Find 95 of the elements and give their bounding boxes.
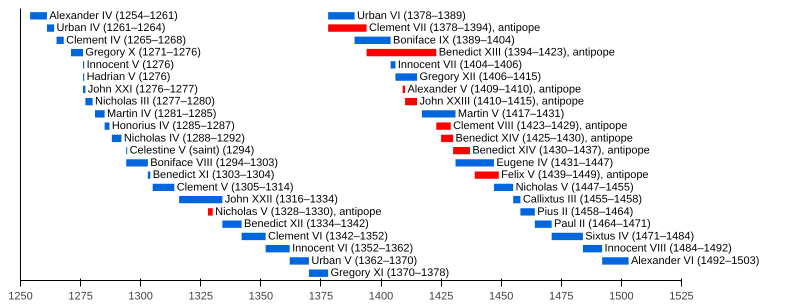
bar (453, 146, 470, 154)
data-label: Clement VIII (1423–1429), antipope (453, 120, 628, 132)
x-tick-label: 1350 (248, 290, 274, 302)
data-label: Benedict XI (1303–1304) (152, 169, 274, 182)
data-label: Gregory X (1271–1276) (85, 46, 201, 59)
bar (328, 12, 355, 20)
data-label: Felix V (1439–1449), antipope (501, 169, 649, 182)
data-label: Benedict XIII (1394–1423), antipope (438, 46, 615, 59)
x-tick-label: 1275 (68, 290, 93, 302)
data-label: Clement VI (1342–1352) (268, 230, 388, 242)
bar (46, 24, 54, 32)
data-label: Callixtus III (1455–1458) (522, 194, 642, 206)
bar (222, 220, 242, 228)
data-label: Boniface IX (1389–1404) (393, 34, 515, 46)
x-tick-label: 1500 (609, 290, 634, 302)
data-label: Clement IV (1265–1268) (66, 34, 186, 46)
bar (390, 61, 396, 69)
bar (513, 196, 520, 204)
x-tick-label: 1425 (428, 290, 454, 302)
x-tick-label: 1400 (368, 290, 394, 302)
data-label: Nicholas V (1328–1330), antipope (215, 206, 382, 218)
data-label: Clement VII (1378–1394), antipope (369, 22, 540, 34)
data-label: Benedict XIV (1425–1430), antipope (456, 132, 633, 144)
bar (328, 24, 367, 32)
bar (70, 48, 83, 56)
bar (474, 171, 499, 179)
data-label: Pius II (1458–1464) (537, 206, 634, 218)
bar (395, 73, 418, 81)
data-label: Benedict XII (1334–1342) (244, 218, 369, 230)
data-label: Martin V (1417–1431) (458, 108, 564, 120)
data-label: Martin IV (1281–1285) (107, 108, 216, 120)
bar (112, 134, 122, 142)
bar (552, 232, 583, 240)
x-tick-label: 1525 (669, 290, 694, 302)
data-label: Benedict XIV (1430–1437), antipope (472, 144, 650, 157)
bar (402, 86, 406, 94)
bar (441, 134, 454, 142)
bar (242, 232, 266, 240)
data-label: Boniface VIII (1294–1303) (150, 156, 278, 169)
bar (436, 122, 451, 130)
data-label: Alexander IV (1254–1261) (49, 10, 178, 22)
data-label: Innocent VII (1404–1406) (398, 58, 522, 71)
bar (290, 257, 309, 265)
bar (422, 110, 456, 118)
bar (582, 244, 602, 252)
data-label: Alexander VI (1492–1503) (630, 254, 760, 267)
bar (520, 208, 535, 216)
data-label: John XXI (1276–1277) (88, 83, 198, 96)
bar (494, 184, 514, 192)
data-label: Urban IV (1261–1264) (56, 22, 166, 34)
x-tick-label: 1475 (549, 290, 574, 302)
bar (208, 208, 213, 216)
data-label: Clement V (1305–1314) (176, 181, 294, 194)
data-label: Innocent VI (1352–1362) (292, 242, 414, 255)
data-label: Innocent VIII (1484–1492) (604, 242, 732, 255)
bar (366, 48, 436, 56)
bar (266, 244, 290, 252)
bar (85, 98, 93, 106)
data-label: Innocent V (1276) (86, 58, 174, 71)
bar (95, 110, 105, 118)
x-tick-label: 1250 (8, 290, 33, 302)
bar (148, 171, 150, 179)
data-label: Nicholas III (1277–1280) (95, 96, 215, 108)
data-label: Gregory XII (1406–1415) (419, 71, 542, 84)
bar (308, 269, 328, 277)
data-label: Paul II (1464–1471) (554, 218, 651, 230)
bar (126, 159, 148, 167)
bar (405, 98, 418, 106)
data-label: Sixtus IV (1471–1484) (585, 230, 694, 242)
x-tick-label: 1325 (188, 290, 214, 302)
bar (104, 122, 110, 130)
data-label: Urban V (1362–1370) (311, 254, 418, 267)
x-tick-label: 1300 (128, 290, 153, 302)
data-label: Nicholas IV (1288–1292) (124, 132, 245, 144)
bar (82, 86, 86, 94)
data-label: Hadrian V (1276) (86, 71, 170, 84)
data-label: Eugene IV (1431–1447) (496, 156, 614, 169)
bar (456, 159, 494, 167)
data-label: Nicholas V (1447–1455) (516, 181, 634, 194)
data-label: Celestine V (saint) (1294) (130, 144, 254, 157)
bar (354, 36, 391, 44)
x-tick-label: 1375 (308, 290, 334, 302)
bar (56, 36, 64, 44)
bar (30, 12, 47, 20)
data-label: John XXII (1316–1334) (224, 194, 338, 206)
data-label: John XXIII (1410–1415), antipope (419, 96, 584, 108)
data-label: Alexander V (1409–1410), antipope (407, 83, 582, 96)
bar (602, 257, 629, 265)
data-label: Urban VI (1378–1389) (356, 10, 466, 22)
data-label: Gregory XI (1370–1378) (330, 267, 450, 280)
bar (152, 184, 174, 192)
x-tick-label: 1450 (488, 290, 514, 302)
bar (179, 196, 222, 204)
data-label: Honorius IV (1285–1287) (112, 120, 235, 132)
bar (534, 220, 552, 228)
